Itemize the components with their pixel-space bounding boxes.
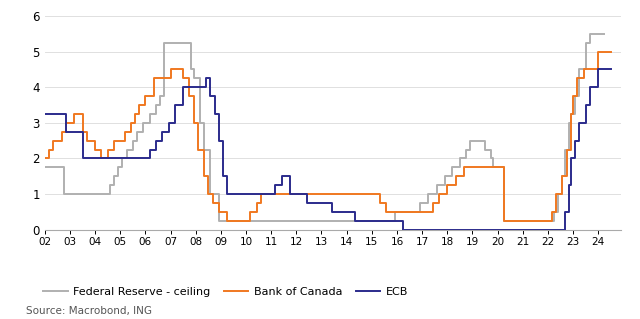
Federal Reserve - ceiling: [391, 210, 399, 214]
Federal Reserve - ceiling: [156, 94, 164, 98]
Bank of Canada: [135, 103, 143, 107]
ECB: [595, 68, 602, 71]
Federal Reserve - ceiling: [123, 148, 131, 152]
ECB: [565, 183, 573, 187]
Bank of Canada: [41, 157, 49, 160]
Federal Reserve - ceiling: [184, 41, 191, 45]
ECB: [607, 68, 614, 71]
Federal Reserve - ceiling: [190, 76, 198, 80]
Federal Reserve - ceiling: [196, 121, 204, 125]
Federal Reserve - ceiling: [424, 192, 432, 196]
ECB: [488, 228, 495, 232]
Federal Reserve - ceiling: [115, 166, 122, 169]
Federal Reserve - ceiling: [129, 139, 137, 143]
Federal Reserve - ceiling: [152, 103, 160, 107]
Line: Federal Reserve - ceiling: Federal Reserve - ceiling: [45, 34, 604, 221]
Federal Reserve - ceiling: [448, 166, 456, 169]
Federal Reserve - ceiling: [146, 112, 154, 116]
Line: ECB: ECB: [45, 70, 611, 230]
ECB: [286, 192, 294, 196]
Federal Reserve - ceiling: [200, 148, 208, 152]
Bank of Canada: [595, 50, 602, 54]
ECB: [159, 130, 166, 134]
ECB: [561, 210, 568, 214]
Federal Reserve - ceiling: [118, 157, 126, 160]
ECB: [351, 219, 359, 223]
ECB: [219, 174, 227, 178]
Federal Reserve - ceiling: [60, 192, 67, 196]
ECB: [567, 157, 575, 160]
Federal Reserve - ceiling: [550, 210, 558, 214]
ECB: [146, 148, 154, 152]
Federal Reserve - ceiling: [600, 32, 608, 36]
Bank of Canada: [141, 94, 149, 98]
Federal Reserve - ceiling: [575, 68, 583, 71]
ECB: [62, 130, 70, 134]
ECB: [171, 103, 179, 107]
Federal Reserve - ceiling: [217, 219, 225, 223]
ECB: [271, 183, 279, 187]
Federal Reserve - ceiling: [582, 41, 589, 45]
Federal Reserve - ceiling: [442, 174, 449, 178]
Bank of Canada: [452, 174, 460, 178]
ECB: [140, 157, 147, 160]
Bank of Canada: [429, 201, 436, 205]
Federal Reserve - ceiling: [106, 183, 113, 187]
Federal Reserve - ceiling: [456, 157, 463, 160]
ECB: [211, 112, 218, 116]
Federal Reserve - ceiling: [586, 32, 594, 36]
Federal Reserve - ceiling: [555, 192, 563, 196]
Federal Reserve - ceiling: [481, 148, 489, 152]
ECB: [164, 121, 172, 125]
ECB: [152, 139, 160, 143]
ECB: [202, 76, 210, 80]
Federal Reserve - ceiling: [561, 148, 568, 152]
Federal Reserve - ceiling: [133, 130, 141, 134]
Federal Reserve - ceiling: [161, 41, 168, 45]
Federal Reserve - ceiling: [215, 219, 223, 223]
Federal Reserve - ceiling: [488, 157, 495, 160]
ECB: [575, 121, 583, 125]
ECB: [582, 103, 589, 107]
Federal Reserve - ceiling: [416, 201, 424, 205]
ECB: [223, 192, 231, 196]
ECB: [215, 139, 223, 143]
Bank of Canada: [607, 50, 614, 54]
Text: Source: Macrobond, ING: Source: Macrobond, ING: [26, 306, 152, 316]
ECB: [399, 228, 407, 232]
Bank of Canada: [580, 68, 588, 71]
ECB: [586, 85, 594, 89]
ECB: [41, 112, 49, 116]
Federal Reserve - ceiling: [571, 94, 579, 98]
ECB: [207, 94, 214, 98]
Federal Reserve - ceiling: [83, 192, 91, 196]
Federal Reserve - ceiling: [462, 148, 470, 152]
ECB: [278, 174, 285, 178]
ECB: [179, 85, 187, 89]
ECB: [79, 157, 86, 160]
Bank of Canada: [110, 139, 118, 143]
Federal Reserve - ceiling: [467, 139, 474, 143]
Federal Reserve - ceiling: [140, 121, 147, 125]
Federal Reserve - ceiling: [41, 166, 49, 169]
Federal Reserve - ceiling: [110, 174, 118, 178]
ECB: [571, 139, 579, 143]
Federal Reserve - ceiling: [567, 112, 575, 116]
Line: Bank of Canada: Bank of Canada: [45, 52, 611, 221]
Federal Reserve - ceiling: [188, 68, 195, 71]
Federal Reserve - ceiling: [433, 183, 440, 187]
Federal Reserve - ceiling: [207, 192, 214, 196]
Bank of Canada: [223, 219, 231, 223]
Federal Reserve - ceiling: [490, 166, 497, 169]
Federal Reserve - ceiling: [102, 192, 109, 196]
Federal Reserve - ceiling: [559, 174, 566, 178]
ECB: [328, 210, 336, 214]
Federal Reserve - ceiling: [565, 121, 573, 125]
ECB: [303, 201, 311, 205]
Legend: Federal Reserve - ceiling, Bank of Canada, ECB: Federal Reserve - ceiling, Bank of Canad…: [39, 282, 413, 301]
Federal Reserve - ceiling: [500, 219, 508, 223]
